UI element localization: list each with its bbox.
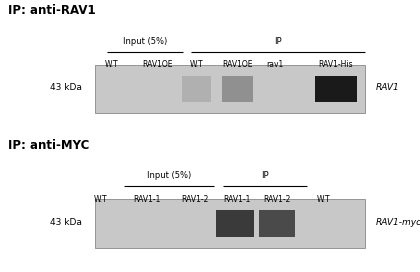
Bar [222,76,253,80]
Bar [182,76,211,102]
Text: RAV1OE: RAV1OE [222,60,252,69]
Bar [316,80,356,84]
Bar [217,224,254,228]
Bar [223,84,252,89]
Bar [316,98,356,102]
Bar [219,215,252,219]
Text: IP: anti-RAV1: IP: anti-RAV1 [8,4,96,17]
Text: IP: IP [261,171,268,180]
Bar [315,93,357,98]
Bar [182,98,211,102]
Bar [183,93,210,98]
Bar [216,210,254,215]
Text: RAV1-His: RAV1-His [319,60,353,69]
Bar [94,199,365,248]
Text: W.T: W.T [94,194,108,203]
Text: RAV1-2: RAV1-2 [263,194,291,203]
Bar [260,210,295,237]
Bar [260,232,294,237]
Bar [261,219,294,224]
Bar [184,80,209,84]
Bar [216,210,254,237]
Bar [260,228,294,232]
Bar [318,84,354,89]
Bar [222,98,252,102]
Bar [318,76,354,80]
Bar [222,76,253,102]
Bar [183,84,210,89]
Bar [315,76,357,102]
Text: W.T: W.T [105,60,118,69]
Text: W.T: W.T [317,194,330,203]
Text: W.T: W.T [190,60,203,69]
Text: IP: anti-MYC: IP: anti-MYC [8,139,90,152]
Bar [261,215,293,219]
Text: rav1: rav1 [266,60,284,69]
Text: RAV1-1: RAV1-1 [223,194,251,203]
Bar [218,228,252,232]
Text: RAV1OE: RAV1OE [142,60,173,69]
Text: RAV1: RAV1 [376,83,400,92]
Text: RAV1-myc: RAV1-myc [376,218,420,227]
Text: RAV1-1: RAV1-1 [133,194,161,203]
Text: RAV1-2: RAV1-2 [181,194,209,203]
Bar [217,219,253,224]
Text: 43 kDa: 43 kDa [50,83,82,92]
Bar [94,65,365,113]
Text: Input (5%): Input (5%) [147,171,191,180]
Bar [223,80,252,84]
Bar [223,89,251,93]
Bar [260,210,295,215]
Bar [317,89,355,93]
Text: Input (5%): Input (5%) [123,37,167,46]
Bar [182,76,211,80]
Bar [262,224,293,228]
Text: IP: IP [274,37,282,46]
Bar [217,232,253,237]
Bar [182,89,211,93]
Text: 43 kDa: 43 kDa [50,218,82,227]
Bar [222,93,252,98]
